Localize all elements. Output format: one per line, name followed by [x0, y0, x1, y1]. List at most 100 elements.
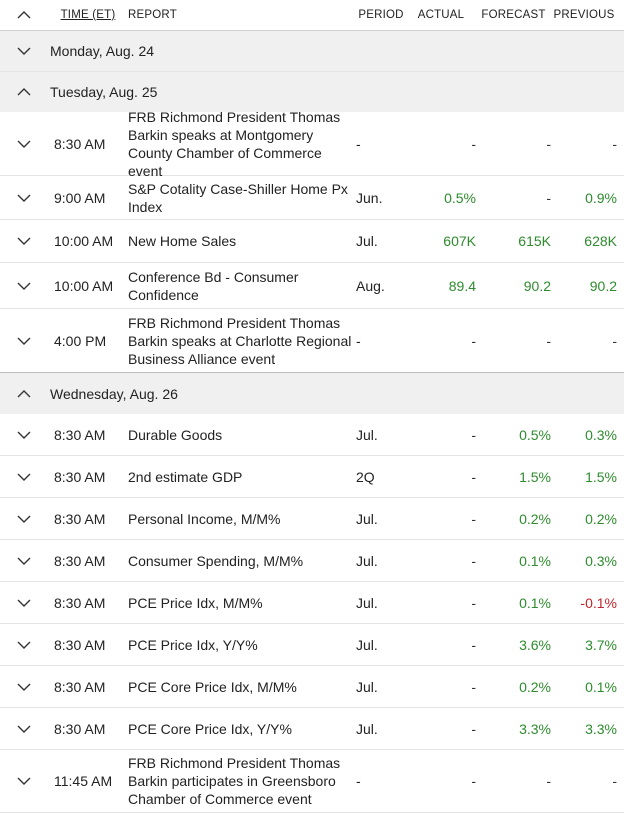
forecast-cell: 0.1%	[519, 594, 551, 611]
actual-cell: -	[471, 510, 476, 527]
chevron-down-icon	[17, 431, 31, 439]
row-expand-toggle[interactable]	[0, 281, 48, 291]
day-header-tuesday[interactable]: Tuesday, Aug. 25	[0, 72, 624, 112]
report-cell: PCE Price Idx, Y/Y%	[128, 636, 258, 653]
actual-cell: 607K	[443, 233, 476, 249]
chevron-down-icon	[17, 641, 31, 649]
row-expand-toggle[interactable]	[0, 556, 48, 566]
row-expand-toggle[interactable]	[0, 430, 48, 440]
chevron-down-icon	[17, 777, 31, 785]
time-cell: 8:30 AM	[54, 552, 106, 569]
previous-cell: 628K	[584, 233, 617, 249]
report-column-header: REPORT	[128, 9, 177, 21]
time-cell: 11:45 AM	[54, 773, 113, 789]
period-cell: Aug.	[356, 277, 385, 294]
forecast-cell: 90.2	[523, 277, 551, 294]
table-row[interactable]: 4:00 PM FRB Richmond President Thomas Bar…	[0, 309, 624, 373]
forecast-cell: 3.6%	[519, 636, 551, 653]
table-row[interactable]: 10:00 AM Conference Bd - Consumer Confide…	[0, 263, 624, 309]
previous-cell: 90.2	[589, 277, 617, 294]
row-expand-toggle[interactable]	[0, 598, 48, 608]
report-cell: 2nd estimate GDP	[128, 468, 243, 485]
time-cell: 8:30 AM	[54, 426, 106, 443]
row-expand-toggle[interactable]	[0, 193, 48, 203]
table-row[interactable]: 8:30 AM PCE Core Price Idx, M/M% Jul. - 0.2%…	[0, 666, 624, 708]
row-expand-toggle[interactable]	[0, 236, 48, 246]
header-chevron[interactable]	[0, 10, 48, 20]
chevron-down-icon	[17, 515, 31, 523]
chevron-down-icon	[17, 194, 31, 202]
time-cell: 8:30 AM	[54, 510, 106, 527]
previous-cell: -	[612, 773, 617, 789]
actual-cell: 0.5%	[444, 189, 476, 206]
previous-cell: 0.3%	[585, 426, 617, 443]
actual-cell: -	[471, 332, 476, 349]
table-header: TIME (ET) REPORT PERIOD ACTUAL FORECAST …	[0, 0, 624, 31]
forecast-cell: 3.3%	[519, 720, 551, 737]
actual-cell: -	[471, 468, 476, 485]
actual-cell: -	[471, 135, 476, 152]
chevron-down-icon	[17, 683, 31, 691]
report-cell: Consumer Spending, M/M%	[128, 552, 304, 569]
table-row[interactable]: 8:30 AM Consumer Spending, M/M% Jul. - 0.1% 0…	[0, 540, 624, 582]
row-expand-toggle[interactable]	[0, 640, 48, 650]
row-expand-toggle[interactable]	[0, 724, 48, 734]
actual-cell: -	[471, 636, 476, 653]
chevron-up-icon	[17, 11, 31, 19]
table-row[interactable]: 8:30 AM 2nd estimate GDP 2Q - 1.5% 1.5%	[0, 456, 624, 498]
day-header-monday[interactable]: Monday, Aug. 24	[0, 31, 624, 72]
time-cell: 10:00 AM	[54, 233, 114, 249]
previous-cell: 0.1%	[585, 678, 617, 695]
table-row[interactable]: 8:30 AM PCE Core Price Idx, Y/Y% Jul. - 3.3%…	[0, 708, 624, 750]
chevron-down-icon	[17, 47, 31, 55]
row-expand-toggle[interactable]	[0, 682, 48, 692]
report-cell: PCE Price Idx, M/M%	[128, 594, 263, 611]
forecast-cell: 0.2%	[519, 510, 551, 527]
row-expand-toggle[interactable]	[0, 514, 48, 524]
actual-column-header: ACTUAL	[417, 9, 465, 21]
time-column-header[interactable]: TIME (ET)	[60, 9, 116, 21]
forecast-cell: -	[546, 135, 551, 152]
report-cell: FRB Richmond President Thomas Barkin spe…	[128, 314, 352, 367]
chevron-up-icon	[17, 88, 31, 96]
forecast-cell: 0.5%	[519, 426, 551, 443]
table-row[interactable]: 8:30 AM PCE Price Idx, Y/Y% Jul. - 3.6% 3.7%	[0, 624, 624, 666]
chevron-down-icon	[17, 725, 31, 733]
table-row[interactable]: 8:30 AM FRB Richmond President Thomas Bar…	[0, 109, 624, 179]
table-row[interactable]: 8:30 AM Durable Goods Jul. - 0.5% 0.3%	[0, 414, 624, 456]
tuesday-rows: 8:30 AM FRB Richmond President Thomas Bar…	[0, 109, 624, 373]
period-cell: -	[356, 773, 361, 789]
wednesday-rows: 8:30 AM Durable Goods Jul. -0.5% 0.3% 8:30 AM…	[0, 414, 624, 813]
report-cell: S&P Cotality Case-Shiller Home Px Index	[128, 180, 348, 215]
report-cell: FRB Richmond President Thomas Barkin par…	[128, 755, 341, 807]
previous-cell: 1.5%	[585, 468, 617, 485]
table-row[interactable]: 9:00 AM S&P Cotality Case-Shiller Home Px…	[0, 176, 624, 220]
row-expand-toggle[interactable]	[0, 472, 48, 482]
table-row[interactable]: 11:45 AM FRB Richmond President Thomas Ba…	[0, 750, 624, 813]
row-expand-toggle[interactable]	[0, 776, 48, 786]
row-expand-toggle[interactable]	[0, 139, 48, 149]
chevron-down-icon	[17, 237, 31, 245]
previous-column-header: PREVIOUS	[553, 9, 615, 21]
forecast-column-header: FORECAST	[481, 9, 546, 21]
report-cell: Conference Bd - Consumer Confidence	[128, 268, 299, 303]
day-header-wednesday[interactable]: Wednesday, Aug. 26	[0, 373, 624, 414]
actual-cell: -	[471, 720, 476, 737]
report-cell: PCE Core Price Idx, M/M%	[128, 678, 297, 695]
table-row[interactable]: 8:30 AM Personal Income, M/M% Jul. - 0.2% 0.2…	[0, 498, 624, 540]
previous-cell: -	[612, 135, 617, 152]
table-row[interactable]: 10:00 AM New Home Sales Jul. 607K 615K 628K	[0, 220, 624, 263]
forecast-cell: 0.1%	[519, 552, 551, 569]
period-cell: Jul.	[356, 426, 378, 443]
row-expand-toggle[interactable]	[0, 336, 48, 346]
table-row[interactable]: 8:30 AM PCE Price Idx, M/M% Jul. -0.1% -0.1%	[0, 582, 624, 624]
period-cell: Jul.	[356, 510, 378, 527]
forecast-cell: 615K	[518, 233, 551, 249]
chevron-down-icon	[17, 473, 31, 481]
time-cell: 8:30 AM	[54, 720, 106, 737]
day-label: Tuesday, Aug. 25	[50, 84, 158, 100]
chevron-down-icon	[17, 557, 31, 565]
period-cell: Jul.	[356, 233, 378, 249]
time-cell: 8:30 AM	[54, 678, 106, 695]
